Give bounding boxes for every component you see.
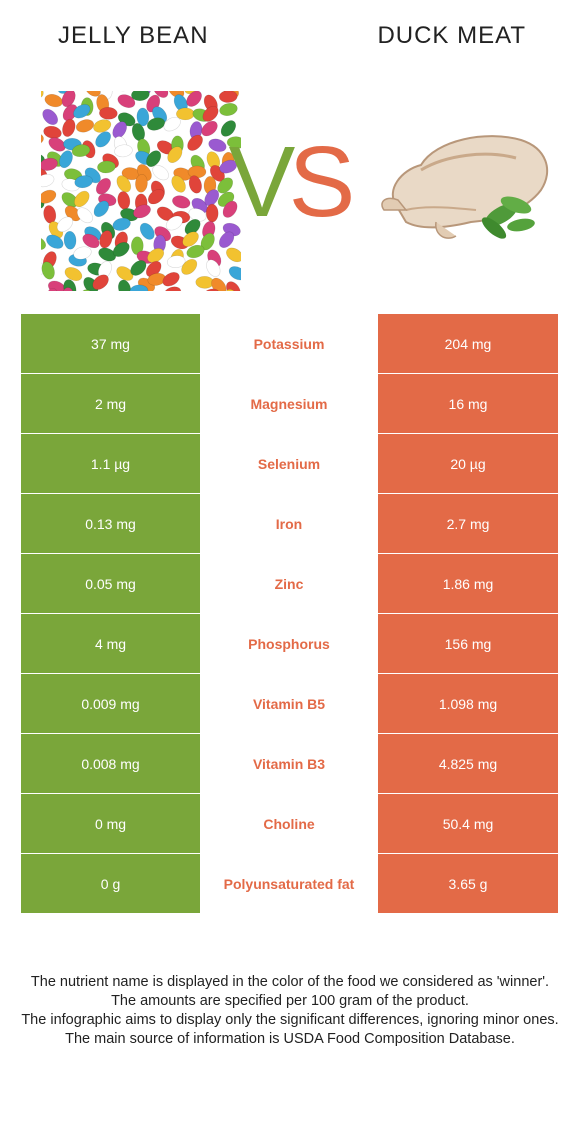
nutrient-name: Polyunsaturated fat [200,854,378,913]
footer-note-1: The nutrient name is displayed in the co… [30,974,550,990]
left-value: 0 mg [21,794,200,853]
comparison-table: 37 mg Potassium 204 mg 2 mg Magnesium 16 mg 1.… [21,314,558,914]
table-row: 0.13 mg Iron 2.7 mg [21,494,558,553]
right-value: 2.7 mg [378,494,558,553]
footer-note-4: The main source of information is USDA F… [65,1031,515,1047]
right-value: 204 mg [378,314,558,373]
nutrient-name: Zinc [200,554,378,613]
left-food-title: JELLY BEAN [58,22,209,49]
nutrient-name: Magnesium [200,374,378,433]
left-value: 0.008 mg [21,734,200,793]
nutrient-name: Potassium [200,314,378,373]
vs-letter-v: V [229,126,296,238]
right-value: 20 µg [378,434,558,493]
duck-meat-image [381,135,549,239]
nutrient-name: Selenium [200,434,378,493]
left-value: 2 mg [21,374,200,433]
nutrient-name: Vitamin B3 [200,734,378,793]
table-row: 0 mg Choline 50.4 mg [21,794,558,853]
footer-note-2: The amounts are specified per 100 gram o… [111,993,469,1009]
left-value: 0 g [21,854,200,913]
left-value: 37 mg [21,314,200,373]
left-value: 4 mg [21,614,200,673]
right-value: 156 mg [378,614,558,673]
nutrient-name: Vitamin B5 [200,674,378,733]
footer-notes: The nutrient name is displayed in the co… [18,973,562,1049]
left-value: 0.05 mg [21,554,200,613]
table-row: 0.008 mg Vitamin B3 4.825 mg [21,734,558,793]
left-value: 0.13 mg [21,494,200,553]
vs-label: V S [229,126,356,238]
right-value: 1.098 mg [378,674,558,733]
nutrient-name: Phosphorus [200,614,378,673]
table-row: 4 mg Phosphorus 156 mg [21,614,558,673]
vs-letter-s: S [289,126,356,238]
left-value: 0.009 mg [21,674,200,733]
table-row: 2 mg Magnesium 16 mg [21,374,558,433]
table-row: 0.05 mg Zinc 1.86 mg [21,554,558,613]
nutrient-name: Choline [200,794,378,853]
right-value: 1.86 mg [378,554,558,613]
table-row: 1.1 µg Selenium 20 µg [21,434,558,493]
footer-note-3: The infographic aims to display only the… [21,1012,559,1028]
jelly-bean-image [41,91,241,291]
right-value: 16 mg [378,374,558,433]
nutrient-name: Iron [200,494,378,553]
right-value: 4.825 mg [378,734,558,793]
left-value: 1.1 µg [21,434,200,493]
right-value: 50.4 mg [378,794,558,853]
table-row: 37 mg Potassium 204 mg [21,314,558,373]
right-food-title: DUCK MEAT [377,22,526,49]
right-value: 3.65 g [378,854,558,913]
table-row: 0 g Polyunsaturated fat 3.65 g [21,854,558,913]
table-row: 0.009 mg Vitamin B5 1.098 mg [21,674,558,733]
